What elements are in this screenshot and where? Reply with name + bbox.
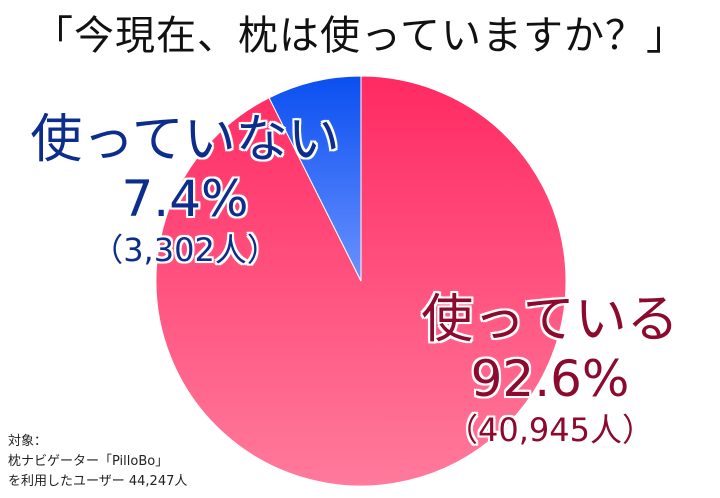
note-line-2: 枕ナビゲーター「PilloBo」 bbox=[8, 454, 169, 469]
note-line-1: 対象： bbox=[8, 434, 48, 449]
label-not-using-percent: 7.4% bbox=[121, 170, 249, 228]
label-not-using-count: （3,302人） bbox=[91, 231, 279, 269]
note-line-3: を利用したユーザー 44,247人 bbox=[8, 474, 188, 489]
label-not-using: 使っていない 7.4% （3,302人） bbox=[0, 110, 370, 272]
label-using-name: 使っている bbox=[421, 290, 679, 350]
chart-title: 「今現在、枕は使っていますか？」 bbox=[33, 13, 687, 59]
label-using-count: （40,945人） bbox=[446, 411, 654, 449]
survey-note: 対象： 枕ナビゲーター「PilloBo」 を利用したユーザー 44,247人 bbox=[8, 432, 187, 492]
label-not-using-name: 使っていない bbox=[30, 110, 340, 170]
label-using: 使っている 92.6% （40,945人） bbox=[390, 290, 710, 452]
label-using-percent: 92.6% bbox=[470, 350, 630, 408]
slice-not-using bbox=[268, 75, 362, 282]
